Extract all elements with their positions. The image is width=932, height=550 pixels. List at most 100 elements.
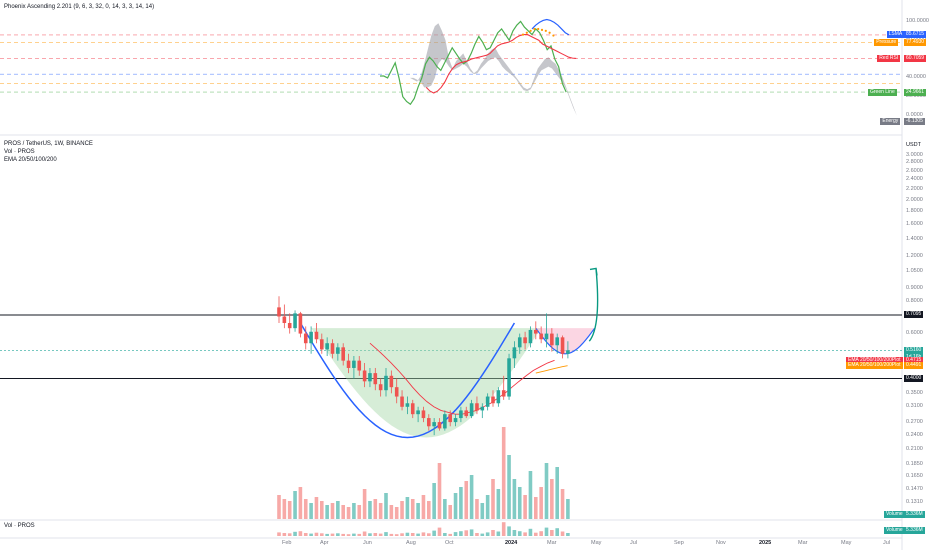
candle-body [368, 373, 372, 382]
cup-fill [311, 328, 542, 438]
volume-strip-bar [277, 532, 281, 536]
volume-pane-title[interactable]: Vol · PROS [4, 523, 35, 529]
price-tick-label: 2.6000 [906, 167, 923, 174]
pressure-dot [533, 27, 536, 31]
volume-bar [410, 499, 415, 519]
volume-bar [325, 505, 329, 519]
ema-tag-value: 0.4715 [904, 356, 924, 364]
indicator-tag-value: 60.7059 [904, 54, 927, 62]
volume-bar [293, 491, 297, 519]
candle-body [432, 422, 436, 427]
candle-body [282, 316, 287, 324]
candle-body [448, 414, 452, 423]
price-tick-label: 1.8000 [906, 208, 923, 215]
volume-bar [320, 501, 324, 519]
volume-bar [352, 503, 356, 519]
volume-bar [507, 455, 511, 519]
volume-strip-bar [303, 533, 308, 536]
volume-bar [555, 467, 559, 519]
candle-body [459, 410, 463, 419]
volume-bar [303, 499, 308, 519]
volume-strip-bar [341, 533, 345, 536]
volume-strip-bar [501, 522, 506, 536]
volume-strip-bar [282, 533, 287, 536]
candle-body [373, 373, 378, 385]
pair-title[interactable]: PROS / TetherUS, 1W, BINANCE [4, 141, 93, 147]
price-tick-label: 0.2400 [906, 431, 923, 438]
volume-strip-bar [469, 529, 474, 536]
volume-strip-bar [293, 531, 297, 536]
price-tick-label: 0.3100 [906, 403, 923, 410]
price-tick-label: 0.8000 [906, 298, 923, 305]
ema-tag-value: 0.4491 [904, 362, 924, 370]
volume-bar [464, 481, 469, 519]
price-tick-label: 1.6000 [906, 221, 923, 228]
volume-bar [475, 499, 479, 519]
volume-strip-bar [336, 533, 340, 536]
volume-bar [357, 505, 362, 519]
volume-strip-bar [410, 533, 415, 536]
volume-strip-bar [475, 533, 479, 536]
indicator-tag-name: Green Line [868, 88, 897, 96]
price-tick-label: 0.1850 [906, 460, 923, 467]
time-tick-label: Apr [320, 540, 329, 546]
volume-bar [427, 501, 431, 519]
time-tick-label: 2025 [759, 540, 772, 546]
indicator-tick-label: 0.0000 [906, 112, 923, 119]
handle-fill [535, 328, 595, 354]
volume-tag-name: Volume [884, 526, 905, 534]
indicator-tick-label: 40.0000 [906, 74, 926, 81]
volume-bar [437, 463, 442, 519]
candle-body [384, 375, 388, 391]
price-tick-label: 0.1310 [906, 498, 923, 505]
ema-legend[interactable]: EMA 20/50/100/200 [4, 157, 57, 163]
candle-body [555, 337, 559, 346]
candle-body [566, 350, 570, 354]
price-tick-label: 2.8000 [906, 159, 923, 166]
indicator-tag-name: Energy [880, 117, 901, 125]
indicator-tag-value: 85.6715 [904, 31, 927, 39]
candle-body [437, 422, 442, 429]
currency-label: USDT [906, 142, 921, 148]
volume-tag-value: 5.336M [904, 526, 925, 534]
volume-bar [501, 427, 506, 519]
time-tick-label: Jun [363, 540, 372, 546]
pressure-dot [525, 31, 528, 34]
pressure-dot [521, 33, 525, 36]
price-tick-label: 0.6000 [906, 330, 923, 337]
volume-bar [517, 487, 522, 519]
volume-bar [485, 495, 490, 519]
volume-strip-bar [480, 533, 485, 536]
volume-strip-bar [394, 534, 399, 536]
pressure-dot [552, 34, 555, 37]
volume-strip-bar [416, 533, 420, 536]
volume-strip-bar [517, 531, 522, 536]
time-tick-label: Nov [716, 540, 726, 546]
pair-legend: PROS / TetherUS, 1W, BINANCE Vol · PROS … [4, 140, 93, 164]
candle-body [544, 333, 549, 340]
volume-strip-bar [443, 533, 447, 536]
volume-bar [453, 493, 458, 519]
volume-strip-bar [421, 532, 426, 536]
price-tag: 0.7095 [904, 311, 924, 319]
indicator-tag-value: 77.4930 [904, 39, 927, 47]
volume-strip-bar [400, 533, 404, 536]
handle-curve [535, 327, 596, 355]
indicator-tick-label: 20.0000 [906, 93, 926, 100]
volume-strip-bar [373, 533, 378, 536]
volume-bar [448, 505, 452, 519]
candle-body [357, 360, 362, 371]
candle-body [453, 418, 458, 423]
indicator-tag-name: Pressure [874, 39, 899, 47]
volume-bar [277, 495, 281, 519]
volume-strip-bar [550, 530, 554, 536]
volume-bar [384, 493, 388, 519]
volume-bar [443, 499, 447, 519]
volume-bar [550, 479, 554, 519]
pressure-dot [540, 28, 544, 31]
candle-body [303, 333, 308, 344]
vol-legend[interactable]: Vol · PROS [4, 149, 35, 155]
volume-bar [512, 479, 517, 519]
price-tick-label: 1.2000 [906, 253, 923, 260]
